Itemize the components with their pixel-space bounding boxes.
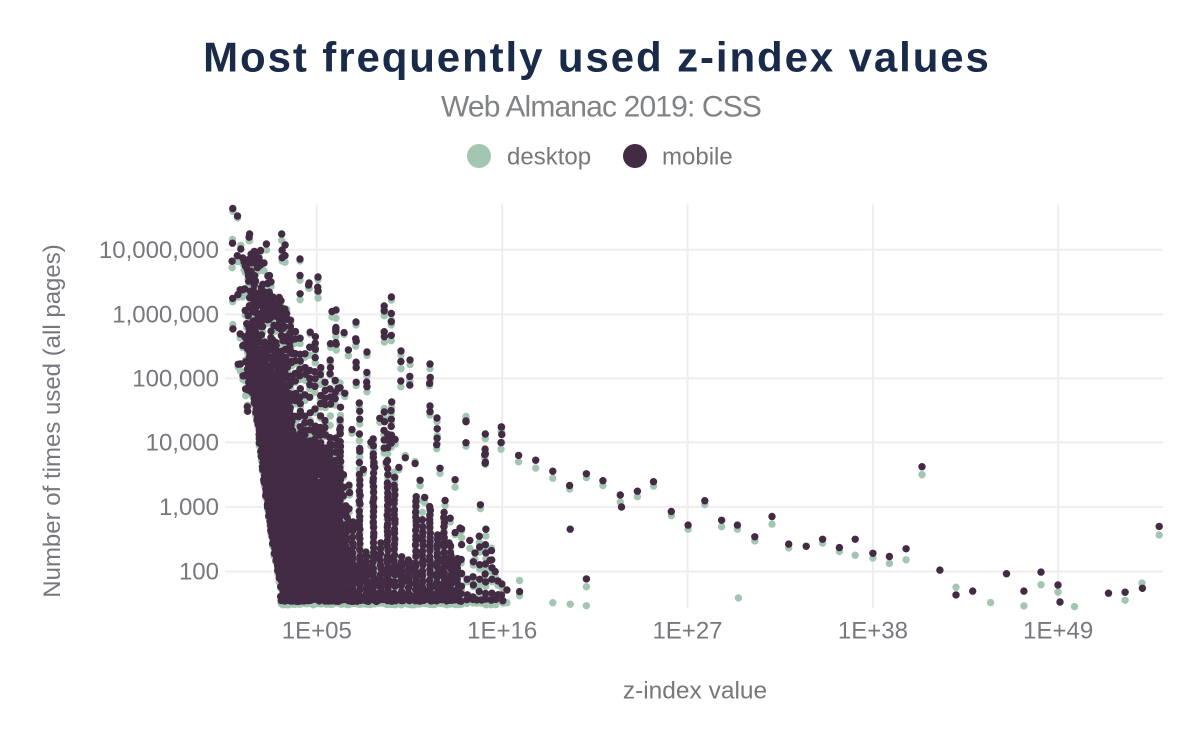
svg-text:Most frequently used z-index v: Most frequently used z-index values (203, 34, 991, 81)
svg-text:1E+16: 1E+16 (467, 618, 537, 645)
svg-text:z-index value: z-index value (623, 678, 767, 705)
svg-text:1E+38: 1E+38 (838, 618, 908, 645)
svg-text:10,000: 10,000 (146, 429, 219, 456)
svg-text:1E+27: 1E+27 (652, 618, 722, 645)
svg-text:1E+05: 1E+05 (282, 618, 352, 645)
svg-text:10,000,000: 10,000,000 (99, 237, 219, 264)
svg-text:Number of times used (all page: Number of times used (all pages) (39, 244, 66, 597)
svg-text:mobile: mobile (662, 144, 733, 171)
svg-text:desktop: desktop (507, 144, 591, 171)
svg-text:1E+49: 1E+49 (1023, 618, 1093, 645)
svg-text:100,000: 100,000 (132, 365, 219, 392)
svg-text:1,000: 1,000 (159, 494, 219, 521)
svg-text:Web Almanac 2019: CSS: Web Almanac 2019: CSS (441, 91, 761, 124)
svg-text:100: 100 (179, 559, 219, 586)
svg-text:1,000,000: 1,000,000 (112, 301, 219, 328)
